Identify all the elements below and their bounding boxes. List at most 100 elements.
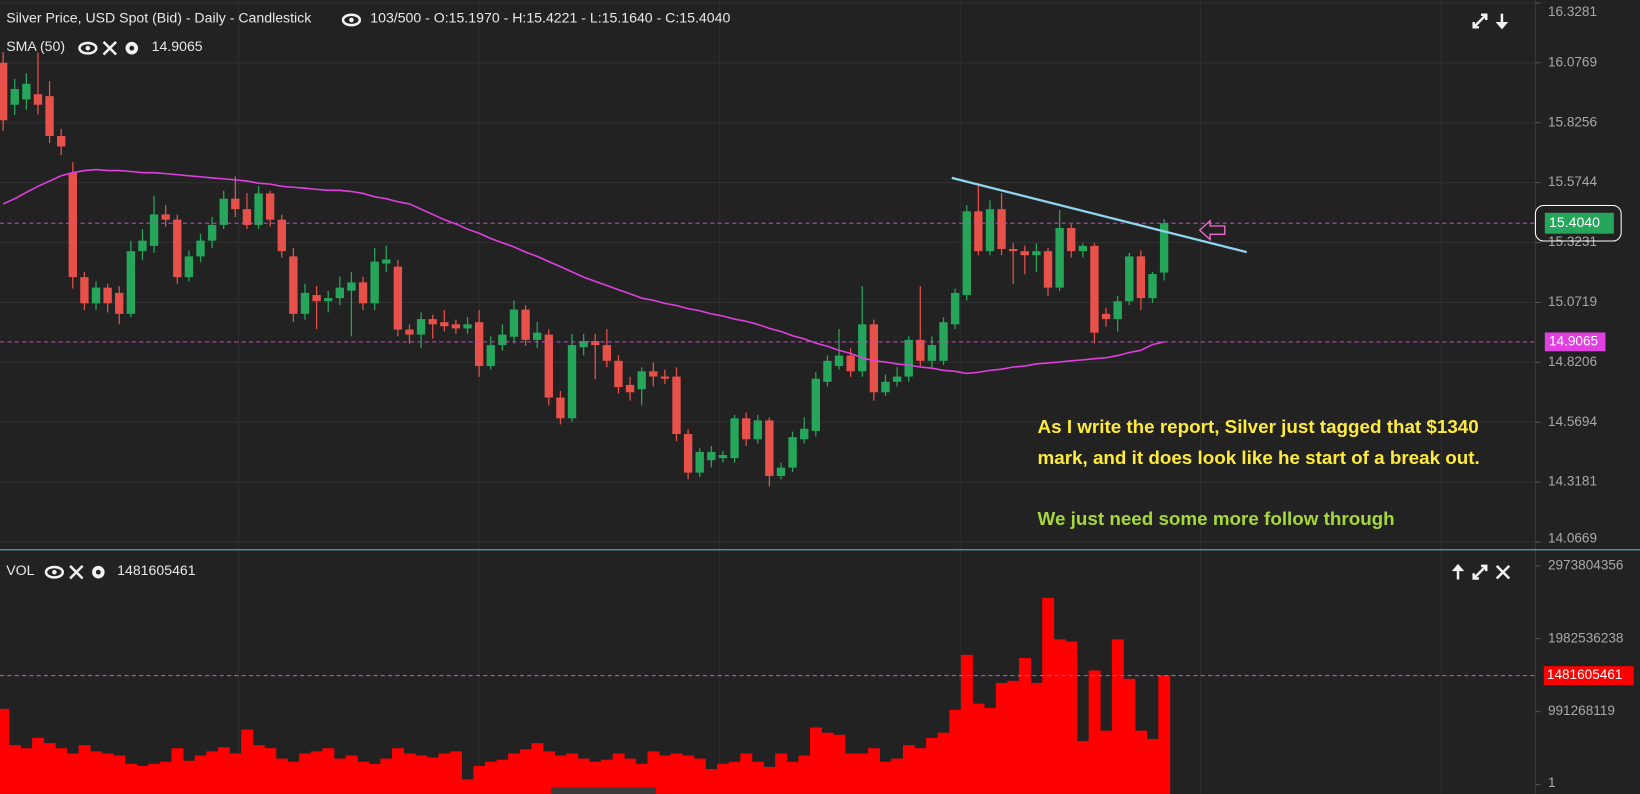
- candle-body: [707, 451, 716, 461]
- volume-bar: [484, 761, 497, 794]
- candle-body: [892, 376, 902, 382]
- volume-bar: [206, 751, 219, 794]
- volume-bar: [740, 753, 753, 794]
- candle-body: [1020, 251, 1029, 256]
- volume-bar: [601, 759, 613, 794]
- settings-icon[interactable]: [92, 565, 105, 579]
- candle-body: [80, 277, 89, 304]
- eye-icon[interactable]: [341, 13, 362, 27]
- expand-icon[interactable]: [1472, 13, 1488, 29]
- volume-bar: [682, 755, 695, 794]
- expand-icon[interactable]: [1472, 564, 1488, 580]
- volume-bar: [43, 743, 56, 794]
- volume-bar: [775, 753, 788, 794]
- candle-body: [509, 309, 519, 337]
- volume-bar: [357, 761, 370, 794]
- volume-value: 1481605461: [117, 562, 196, 578]
- candle-body: [869, 324, 879, 393]
- price-box-label: 15.4040: [1549, 214, 1600, 230]
- candle-body: [416, 319, 426, 335]
- volume-bar: [786, 761, 799, 794]
- candle-body: [289, 256, 298, 314]
- candle-body: [440, 322, 449, 327]
- indicator-name: SMA (50): [6, 38, 65, 54]
- y-tick-label: 14.3181: [1548, 474, 1597, 489]
- close-icon[interactable]: [1495, 565, 1511, 580]
- volume-bar: [728, 761, 741, 794]
- candle-body: [265, 193, 275, 220]
- candle-body: [173, 219, 182, 278]
- candle-body: [834, 355, 844, 367]
- candle-body: [881, 381, 890, 393]
- volume-bar: [1135, 730, 1148, 794]
- volume-bar: [833, 734, 846, 794]
- volume-bar: [415, 755, 428, 794]
- volume-bar: [1111, 639, 1124, 794]
- y-tick-label: 16.0769: [1548, 54, 1597, 69]
- candle-body: [811, 378, 820, 431]
- volume-bar: [647, 751, 660, 794]
- candle-body: [1090, 245, 1099, 333]
- candle-body: [115, 292, 124, 314]
- move-down-icon[interactable]: [1495, 13, 1509, 30]
- candle-body: [1043, 251, 1053, 288]
- volume-bar: [937, 732, 950, 794]
- ohlc-info: 103/500 - O:15.1970 - H:15.4221 - L:15.1…: [370, 10, 730, 26]
- volume-bar: [78, 745, 91, 794]
- volume-bar: [1158, 675, 1171, 794]
- volume-bar: [368, 763, 381, 794]
- candle-body: [567, 345, 577, 419]
- volume-bar: [473, 765, 486, 794]
- candle-body: [219, 198, 228, 225]
- volume-bar: [90, 751, 103, 794]
- volume-bar: [984, 707, 997, 794]
- volume-bar: [1077, 741, 1089, 794]
- candle-body: [1067, 228, 1076, 252]
- candle-body: [451, 324, 461, 329]
- scrollbar[interactable]: [551, 787, 656, 794]
- eye-icon[interactable]: [44, 565, 65, 579]
- y-tick-label: 15.0719: [1548, 294, 1597, 309]
- candle-body: [254, 193, 263, 225]
- candle-body: [358, 282, 368, 304]
- remove-icon[interactable]: [102, 41, 117, 56]
- candle-body: [474, 322, 484, 367]
- candle-body: [1101, 313, 1111, 320]
- volume-bar: [751, 761, 764, 794]
- candle-body: [405, 329, 414, 335]
- eye-icon[interactable]: [78, 41, 98, 55]
- volume-bar: [426, 757, 439, 794]
- candle-body: [846, 355, 855, 372]
- volume-bar: [531, 743, 544, 794]
- candle-body: [161, 214, 170, 220]
- y-tick-label: 991268119: [1548, 703, 1615, 718]
- volume-bar: [229, 753, 242, 794]
- volume-bar: [612, 753, 625, 794]
- volume-bar: [252, 745, 265, 794]
- candle-body: [103, 287, 112, 304]
- volume-bar: [926, 737, 939, 794]
- volume-bar: [868, 748, 880, 794]
- volume-bar: [670, 753, 683, 794]
- volume-bar: [635, 763, 648, 794]
- remove-icon[interactable]: [69, 565, 84, 580]
- candle-body: [1159, 223, 1169, 273]
- candle-body: [0, 62, 8, 121]
- volume-box-label: 1481605461: [1547, 667, 1623, 682]
- candle-body: [776, 467, 786, 476]
- volume-bar: [554, 755, 567, 794]
- settings-icon[interactable]: [125, 41, 139, 55]
- volume-bar: [194, 755, 207, 794]
- move-up-icon[interactable]: [1451, 563, 1465, 580]
- volume-bar: [659, 755, 672, 794]
- volume-bar: [542, 751, 555, 794]
- volume-bar: [914, 748, 927, 794]
- candle-body: [486, 345, 495, 367]
- candle-body: [324, 298, 333, 302]
- volume-bar: [299, 753, 312, 794]
- candle-body: [997, 209, 1006, 249]
- candle-body: [57, 135, 66, 147]
- y-tick-label: 14.5694: [1548, 414, 1598, 429]
